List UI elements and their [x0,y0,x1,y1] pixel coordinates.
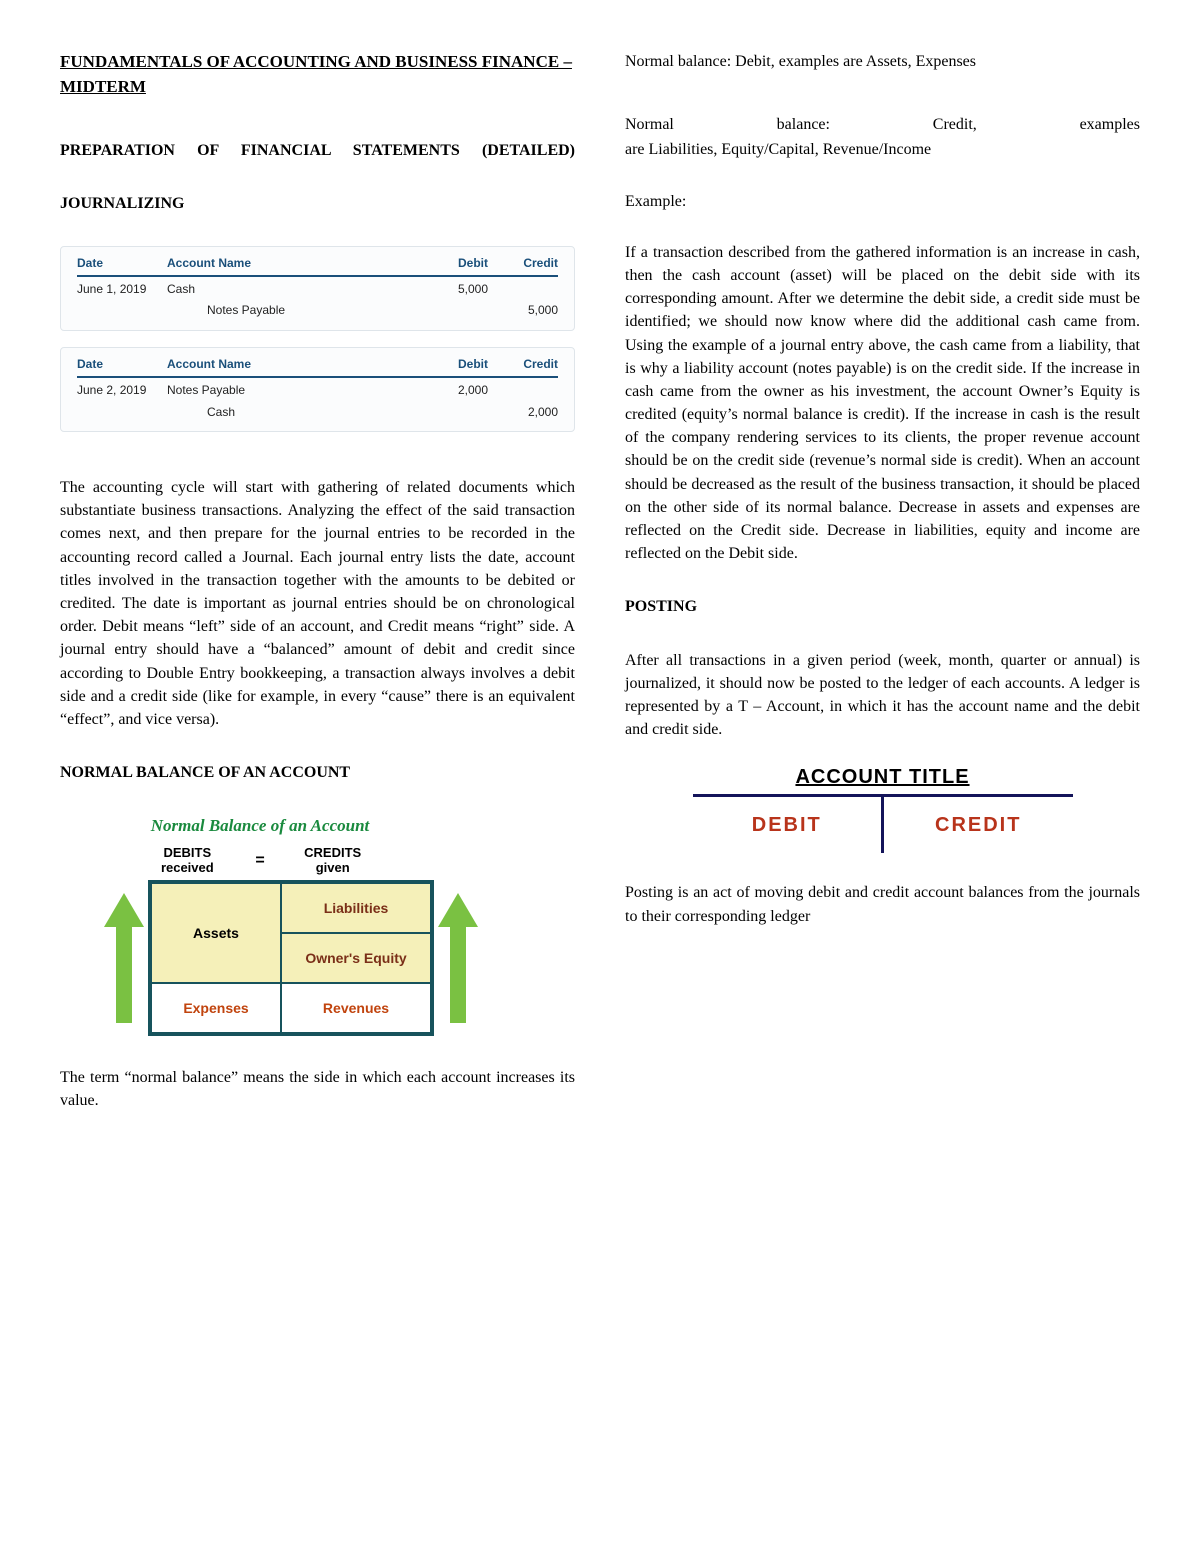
col-debit: Debit [418,356,488,378]
cell-date: June 1, 2019 [77,281,167,298]
journalizing-body: The accounting cycle will start with gat… [60,476,575,731]
col-acct: Account Name [167,356,418,378]
cell-revenues: Revenues [281,983,431,1033]
cell-owners-equity: Owner's Equity [281,933,431,983]
col-credit: Credit [488,356,558,378]
cell-acct: Cash [167,404,418,421]
equals-sign: = [255,849,264,872]
page-container: FUNDAMENTALS OF ACCOUNTING AND BUSINESS … [60,50,1140,1134]
cell-debit [418,302,488,319]
cell-debit: 5,000 [418,281,488,298]
example-label: Example: [625,190,1140,213]
debits-label: DEBITS [163,845,211,860]
cell-credit: 5,000 [488,302,558,319]
journal-table-1: Date Account Name Debit Credit June 1, 2… [60,246,575,331]
cell-debit: 2,000 [418,382,488,399]
preparation-heading: PREPARATION OF FINANCIAL STATEMENTS (DET… [60,139,575,162]
cell-credit: 2,000 [488,404,558,421]
posting-body-1: After all transactions in a given period… [625,649,1140,742]
col-date: Date [77,356,167,378]
example-body: If a transaction described from the gath… [625,241,1140,566]
cell-assets: Assets [151,883,281,983]
posting-heading: POSTING [625,595,1140,618]
credits-sub: given [316,860,350,875]
col-acct: Account Name [167,255,418,277]
col-credit: Credit [488,255,558,277]
cell-date [77,302,167,319]
cell-acct: Notes Payable [167,302,418,319]
arrow-up-left-icon [104,893,144,1023]
nb-credit-line1: Normal balance: Credit, examples [625,113,1140,136]
col-date: Date [77,255,167,277]
t-account-diagram: ACCOUNT TITLE DEBIT CREDIT [693,763,1073,853]
nb-credit-line2: are Liabilities, Equity/Capital, Revenue… [625,138,1140,161]
nb-debit-line: Normal balance: Debit, examples are Asse… [625,50,1140,73]
nb-col-headers: DEBITS received = CREDITS given [100,845,420,876]
cell-liabilities: Liabilities [281,883,431,933]
cell-date: June 2, 2019 [77,382,167,399]
normal-balance-heading: NORMAL BALANCE OF AN ACCOUNT [60,761,575,784]
normal-balance-intro: The term “normal balance” means the side… [60,1066,575,1112]
arrow-up-right-icon [438,893,478,1023]
posting-body-2: Posting is an act of moving debit and cr… [625,881,1140,927]
journalizing-heading: JOURNALIZING [60,192,575,215]
col-debit: Debit [418,255,488,277]
document-title: FUNDAMENTALS OF ACCOUNTING AND BUSINESS … [60,50,575,99]
debits-sub: received [161,860,214,875]
normal-balance-diagram: Normal Balance of an Account DEBITS rece… [100,814,575,1036]
right-column: Normal balance: Debit, examples are Asse… [625,50,1140,1134]
t-account-debit: DEBIT [693,797,885,853]
cell-acct: Notes Payable [167,382,418,399]
nb-title: Normal Balance of an Account [100,814,420,839]
cell-acct: Cash [167,281,418,298]
left-column: FUNDAMENTALS OF ACCOUNTING AND BUSINESS … [60,50,575,1134]
t-account-credit: CREDIT [884,797,1073,853]
credits-label: CREDITS [304,845,361,860]
cell-expenses: Expenses [151,983,281,1033]
cell-credit [488,382,558,399]
cell-debit [418,404,488,421]
t-account-title: ACCOUNT TITLE [693,763,1073,797]
journal-table-2: Date Account Name Debit Credit June 2, 2… [60,347,575,432]
nb-grid: Assets Liabilities Owner's Equity Expens… [148,880,434,1036]
cell-date [77,404,167,421]
cell-credit [488,281,558,298]
